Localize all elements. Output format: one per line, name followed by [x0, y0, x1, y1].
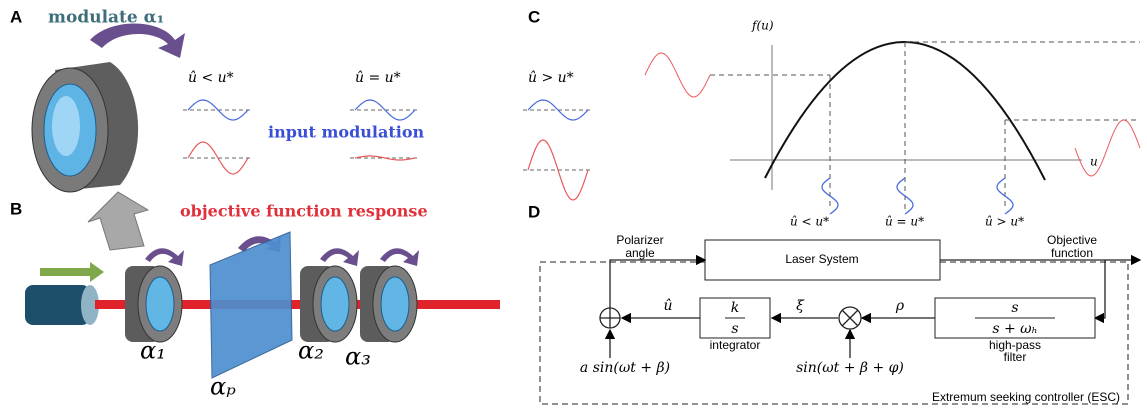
- text-line: angle: [625, 246, 655, 260]
- figure: A modulate α₁ û < u* û = u* û > u* input…: [0, 0, 1147, 412]
- case-label: û > u*: [528, 70, 574, 86]
- integrator-den: s: [731, 321, 738, 337]
- response-label: objective function response: [180, 202, 428, 221]
- waveforms: [183, 100, 593, 200]
- rotation-arrow: [320, 248, 359, 266]
- ring-lens: [381, 277, 409, 331]
- rotation-arrow: [145, 248, 184, 266]
- component-label: α₂: [298, 337, 324, 365]
- waveforms: [645, 53, 1140, 214]
- panel-title: modulate α₁: [48, 8, 164, 28]
- controller-label: Extremum seeking controller (ESC): [932, 390, 1120, 404]
- integrator-num: k: [731, 300, 739, 316]
- case-label: û > u*: [985, 215, 1024, 229]
- panel-label: A: [10, 7, 22, 26]
- filter-num: s: [1011, 300, 1018, 316]
- laser-label: Laser System: [785, 252, 858, 266]
- optic-ring: [32, 62, 138, 192]
- case-label: û = u*: [355, 70, 401, 86]
- filter-den: s + ωₕ: [992, 321, 1037, 337]
- integrator-label: integrator: [710, 338, 761, 352]
- signal-label: ρ: [895, 298, 905, 314]
- demod-signal: sin(ωt + β + φ): [796, 360, 904, 376]
- component-label: α₁: [140, 337, 166, 365]
- feedback-arrow: [88, 192, 148, 250]
- text-line: Polarizer: [616, 233, 663, 247]
- rotation-arrow: [90, 24, 185, 59]
- x-axis-label: u: [1090, 155, 1098, 169]
- wave: [645, 53, 710, 97]
- guide-lines: [710, 42, 1140, 210]
- input-label: input modulation: [268, 123, 425, 142]
- case-label: û = u*: [885, 215, 924, 229]
- signal-label: û: [663, 298, 672, 314]
- panel-label: C: [528, 7, 540, 26]
- panel-label: B: [10, 199, 22, 218]
- laser-source: [25, 285, 99, 325]
- text-line: filter: [1004, 350, 1027, 364]
- component-label: αₚ: [210, 373, 236, 401]
- ring-lens: [146, 277, 174, 331]
- polarizer-plate: [210, 232, 292, 378]
- input-arrow: [40, 262, 104, 282]
- text-line: function: [1051, 246, 1093, 260]
- component-label: α₃: [345, 343, 371, 371]
- y-axis-label: f(u): [751, 19, 774, 33]
- case-label: û < u*: [188, 70, 234, 86]
- text-line: Objective: [1047, 233, 1097, 247]
- signal-label: ξ: [796, 298, 805, 314]
- ring-lens: [321, 277, 349, 331]
- case-label: û < u*: [790, 215, 829, 229]
- wave: [1075, 120, 1140, 176]
- input-signal: a sin(ωt + β): [580, 360, 670, 376]
- rotation-arrow: [380, 248, 419, 266]
- panel-label: D: [528, 202, 540, 221]
